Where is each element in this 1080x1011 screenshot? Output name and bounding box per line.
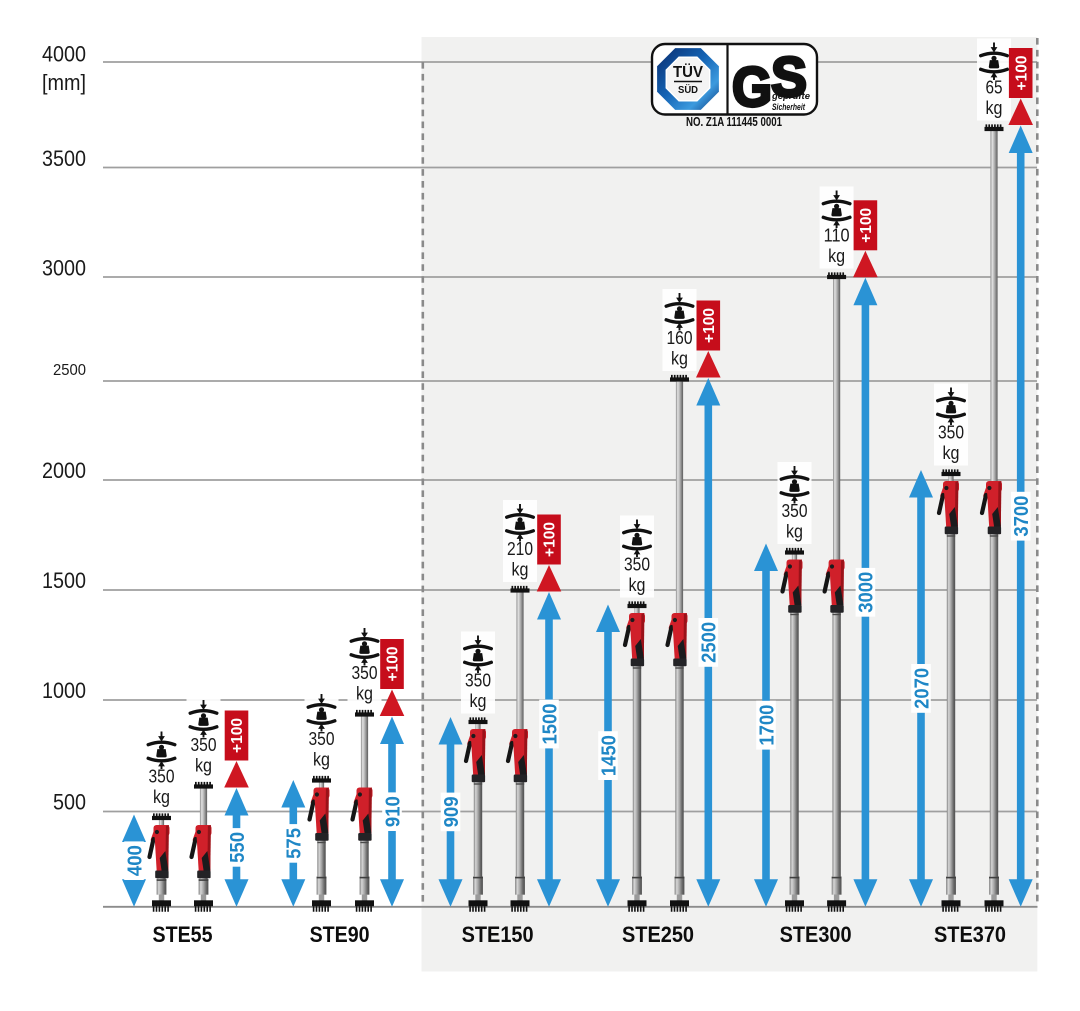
svg-text:1500: 1500 — [42, 568, 86, 593]
svg-text:kg: kg — [828, 245, 845, 266]
svg-text:500: 500 — [53, 790, 86, 815]
svg-text:1000: 1000 — [42, 678, 86, 703]
svg-text:kg: kg — [356, 683, 373, 704]
svg-text:+100: +100 — [858, 208, 875, 243]
svg-text:Sicherheit: Sicherheit — [772, 102, 806, 112]
svg-text:STE300: STE300 — [780, 922, 852, 947]
svg-text:kg: kg — [153, 786, 170, 807]
svg-text:TÜV: TÜV — [673, 62, 703, 81]
svg-text:G: G — [732, 55, 772, 118]
svg-text:kg: kg — [629, 574, 646, 595]
svg-text:kg: kg — [512, 559, 529, 580]
svg-text:3500: 3500 — [42, 146, 86, 171]
svg-text:350: 350 — [938, 422, 964, 443]
svg-text:4000: 4000 — [42, 42, 86, 67]
svg-text:350: 350 — [352, 662, 378, 683]
svg-text:160: 160 — [667, 327, 693, 348]
svg-text:910: 910 — [381, 796, 404, 827]
svg-text:3000: 3000 — [42, 256, 86, 281]
svg-text:210: 210 — [507, 538, 533, 559]
svg-text:STE370: STE370 — [934, 922, 1006, 947]
svg-text:3700: 3700 — [1010, 496, 1033, 537]
svg-text:STE90: STE90 — [310, 922, 370, 947]
svg-text:kg: kg — [313, 749, 330, 770]
svg-text:STE250: STE250 — [622, 922, 694, 947]
svg-text:1700: 1700 — [755, 705, 778, 746]
svg-text:kg: kg — [986, 97, 1003, 118]
svg-text:350: 350 — [465, 670, 491, 691]
svg-text:+100: +100 — [1013, 55, 1030, 90]
svg-text:[mm]: [mm] — [42, 70, 86, 95]
svg-text:kg: kg — [195, 755, 212, 776]
svg-text:550: 550 — [226, 832, 249, 863]
svg-text:kg: kg — [671, 348, 688, 369]
svg-text:kg: kg — [786, 521, 803, 542]
svg-text:S: S — [771, 45, 807, 108]
svg-text:350: 350 — [149, 766, 175, 787]
svg-text:1500: 1500 — [538, 704, 561, 745]
svg-text:STE150: STE150 — [462, 922, 534, 947]
svg-text:350: 350 — [191, 734, 217, 755]
svg-text:65: 65 — [986, 77, 1003, 98]
svg-text:geprüfte: geprüfte — [771, 91, 811, 102]
svg-text:110: 110 — [824, 225, 850, 246]
svg-text:kg: kg — [943, 442, 960, 463]
svg-text:STE55: STE55 — [153, 922, 213, 947]
svg-text:2500: 2500 — [698, 622, 721, 663]
svg-text:350: 350 — [624, 554, 650, 575]
svg-text:+100: +100 — [701, 308, 718, 343]
svg-text:NO. Z1A 111445 0001: NO. Z1A 111445 0001 — [686, 114, 782, 129]
svg-text:2500: 2500 — [53, 362, 86, 379]
svg-text:350: 350 — [309, 728, 335, 749]
svg-text:+100: +100 — [542, 522, 559, 557]
svg-text:+100: +100 — [385, 647, 402, 682]
svg-text:2070: 2070 — [910, 668, 933, 709]
svg-text:575: 575 — [283, 828, 306, 859]
svg-text:3000: 3000 — [855, 572, 878, 613]
svg-text:SÜD: SÜD — [678, 83, 698, 96]
svg-text:+100: +100 — [229, 718, 246, 753]
svg-text:kg: kg — [470, 690, 487, 711]
svg-text:909: 909 — [440, 796, 463, 827]
svg-text:350: 350 — [782, 500, 808, 521]
svg-text:1450: 1450 — [597, 735, 620, 776]
svg-text:2000: 2000 — [42, 458, 86, 483]
svg-text:400: 400 — [123, 845, 146, 876]
